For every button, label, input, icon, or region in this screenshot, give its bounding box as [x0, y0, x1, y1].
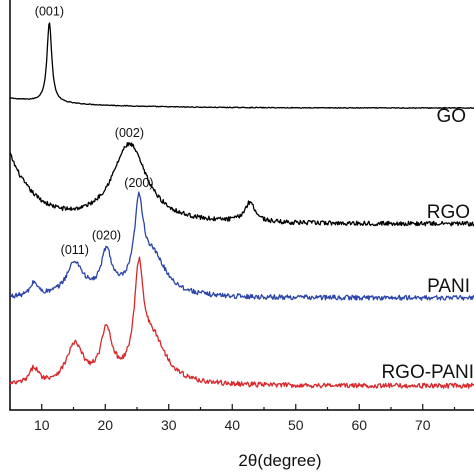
- x-tick-label: 10: [34, 417, 50, 433]
- peak-label: (011): [61, 243, 89, 257]
- series-label-pani: PANI: [427, 276, 470, 297]
- peak-label: (002): [115, 126, 144, 140]
- series-line-rgo-pani: [9, 256, 474, 389]
- peak-label: (001): [35, 4, 64, 18]
- x-tick-label: 40: [224, 417, 240, 433]
- x-tick-label: 30: [161, 417, 177, 433]
- x-tick-label: 20: [97, 417, 113, 433]
- x-axis-title: 2θ(degree): [238, 451, 321, 470]
- series-line-rgo: [9, 141, 474, 227]
- series-line-go: [9, 22, 474, 109]
- series-label-group: GO RGO PANI RGO-PANI: [381, 106, 474, 383]
- series-label-rgo-pani: RGO-PANI: [381, 362, 474, 383]
- plot-frame: [9, 0, 474, 411]
- series-label-rgo: RGO: [427, 202, 470, 223]
- series-label-go: GO: [436, 106, 466, 127]
- series-line-pani: [9, 191, 474, 301]
- peak-label-group: (001) (002) (011)(020) (200): [35, 4, 154, 257]
- x-tick-label: 70: [415, 417, 431, 433]
- peak-label: (200): [124, 176, 153, 190]
- x-tick-label: 60: [351, 417, 367, 433]
- peak-label: (020): [92, 229, 121, 243]
- series-group: [9, 22, 474, 389]
- x-tick-label: 50: [288, 417, 304, 433]
- x-axis-ticks: 10 20 30 40 50 60 70: [9, 404, 456, 433]
